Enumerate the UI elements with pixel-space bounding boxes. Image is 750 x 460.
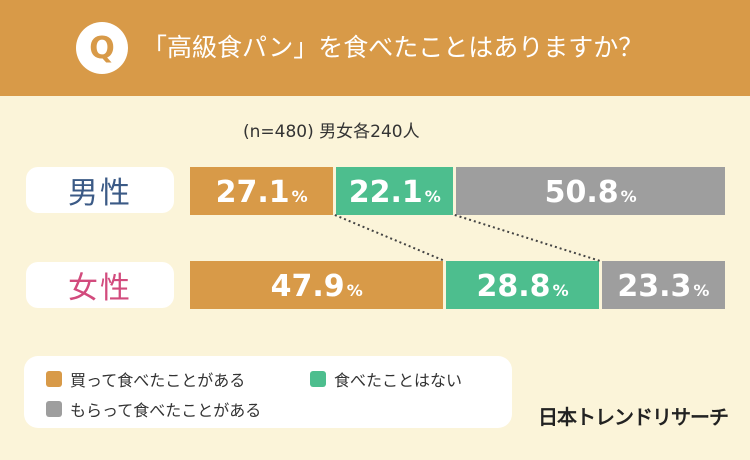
percent-sign: % (693, 281, 710, 300)
percent-sign: % (424, 187, 441, 206)
male-bought-segment: 27.1% (190, 167, 334, 215)
male-not-eaten-segment: 22.1% (336, 167, 454, 215)
female-received-value: 23.3 (617, 269, 692, 304)
male-label: 男性 (26, 167, 174, 213)
connector-line-1 (334, 214, 446, 262)
male-bar-row: 27.1% 22.1% 50.8% (190, 167, 725, 215)
male-not-eaten-value: 22.1 (348, 175, 423, 210)
legend-swatch-bought (46, 371, 62, 387)
female-not-eaten-value: 28.8 (476, 269, 551, 304)
legend-label: 食べたことはない (334, 371, 463, 390)
legend-item-received: もらって食べたことがある (46, 397, 261, 421)
percent-sign: % (291, 187, 308, 206)
legend: 買って食べたことがある 食べたことはない もらって食べたことがある (24, 356, 512, 428)
female-bought-value: 47.9 (270, 269, 345, 304)
male-received-value: 50.8 (544, 175, 619, 210)
percent-sign: % (620, 187, 637, 206)
male-bought-value: 27.1 (215, 175, 290, 210)
female-label: 女性 (26, 262, 174, 308)
legend-swatch-received (46, 401, 62, 417)
percent-sign: % (346, 281, 363, 300)
female-bought-segment: 47.9% (190, 261, 444, 309)
legend-label: 買って食べたことがある (70, 371, 246, 390)
male-received-segment: 50.8% (456, 167, 725, 215)
question-mark-badge: Q (76, 22, 128, 74)
legend-swatch-not-eaten (310, 371, 326, 387)
female-not-eaten-segment: 28.8% (446, 261, 599, 309)
percent-sign: % (552, 281, 569, 300)
female-bar-row: 47.9% 28.8% 23.3% (190, 261, 725, 309)
legend-item-bought: 買って食べたことがある (46, 367, 245, 391)
question-title: 「高級食パン」を食べたことはありますか？ (142, 33, 644, 62)
legend-label: もらって食べたことがある (70, 401, 262, 420)
brand-logo: 日本トレンドリサーチ (538, 405, 729, 429)
sample-size-note: (n=480) 男女各240人 (243, 122, 420, 142)
female-received-segment: 23.3% (601, 261, 725, 309)
connector-line-2 (454, 214, 601, 262)
legend-item-not-eaten: 食べたことはない (310, 367, 462, 391)
header-banner: Q 「高級食パン」を食べたことはありますか？ (0, 0, 750, 96)
